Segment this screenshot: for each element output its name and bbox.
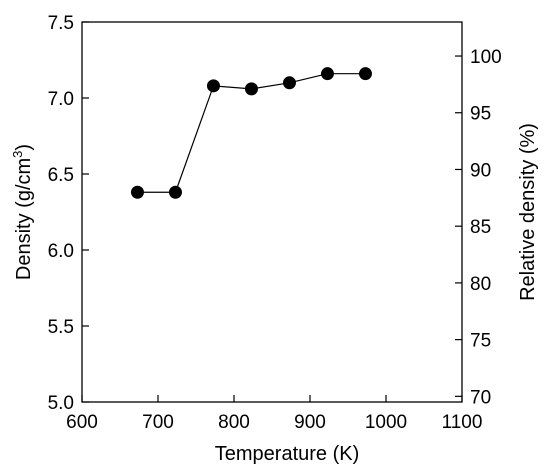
y2-tick-label: 90 — [470, 160, 491, 181]
y-tick-label: 5.0 — [48, 393, 74, 414]
x-axis-title: Temperature (K) — [215, 443, 360, 465]
y2-axis-title: Relative density (%) — [517, 123, 539, 301]
y-tick-label: 7.0 — [48, 89, 74, 110]
y-tick-label: 6.0 — [48, 241, 74, 262]
y2-tick-label: 100 — [470, 47, 502, 68]
y-axis-title-close: ) — [13, 144, 35, 151]
y-tick-label: 7.5 — [48, 13, 74, 34]
x-tick-label: 1100 — [442, 412, 483, 433]
y-axis-title-superscript: 3 — [10, 151, 25, 158]
data-point — [130, 185, 144, 199]
y-tick-label: 5.5 — [48, 317, 74, 338]
data-point — [206, 79, 220, 93]
x-axis-ticks: 600 700 800 900 1000 1100 — [66, 395, 482, 433]
plot-frame — [81, 21, 463, 403]
data-point — [244, 82, 258, 96]
data-point — [168, 185, 182, 199]
y2-axis-ticks: 70 75 80 85 90 95 100 — [455, 47, 502, 408]
y-axis-title: Density (g/cm3) — [10, 144, 35, 280]
x-tick-label: 600 — [66, 412, 98, 433]
data-point — [358, 67, 372, 81]
x-tick-label: 900 — [294, 412, 326, 433]
y2-tick-label: 80 — [470, 274, 491, 295]
density-series — [130, 67, 372, 199]
y-axis-title-main: Density (g/cm — [13, 158, 35, 280]
x-tick-label: 1000 — [365, 412, 407, 433]
x-tick-label: 800 — [218, 412, 250, 433]
y2-tick-label: 95 — [470, 104, 491, 125]
y2-tick-label: 75 — [470, 331, 491, 352]
x-tick-label: 700 — [142, 412, 174, 433]
y-tick-label: 6.5 — [48, 165, 74, 186]
data-point — [320, 67, 334, 81]
y2-tick-label: 85 — [470, 217, 491, 238]
y-axis-ticks: 5.0 5.5 6.0 6.5 7.0 7.5 — [48, 13, 89, 414]
data-point — [282, 76, 296, 90]
y2-tick-label: 70 — [470, 387, 491, 408]
